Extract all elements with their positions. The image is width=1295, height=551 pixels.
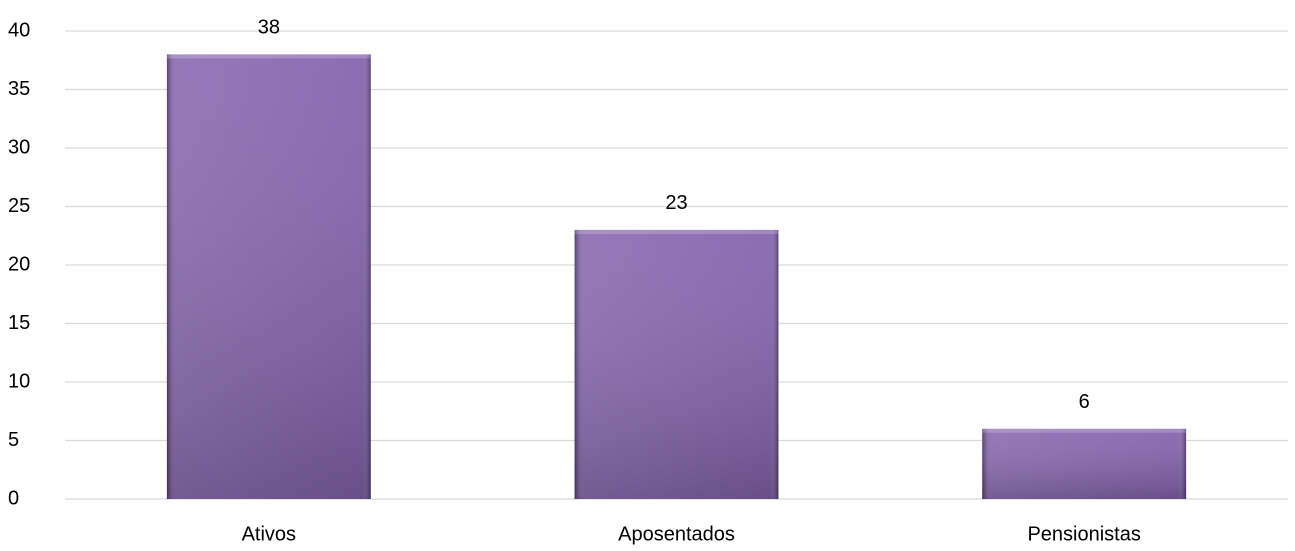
y-tick-label: 5 <box>8 429 19 451</box>
y-tick-label: 35 <box>8 78 30 100</box>
bar-top <box>166 54 371 59</box>
y-tick-label: 25 <box>8 195 30 217</box>
y-tick-label: 10 <box>8 370 30 392</box>
x-tick-label: Aposentados <box>618 523 735 545</box>
y-tick-label: 30 <box>8 136 30 158</box>
bar-bevel <box>574 229 779 499</box>
data-label: 6 <box>1079 391 1090 413</box>
y-tick-label: 40 <box>8 19 30 41</box>
bar-top <box>982 428 1187 433</box>
bar-top <box>574 229 779 234</box>
y-tick-label: 20 <box>8 253 30 275</box>
data-label: 38 <box>258 17 280 39</box>
x-tick-label: Pensionistas <box>1027 523 1140 545</box>
bar-bevel <box>982 428 1187 499</box>
data-label: 23 <box>665 192 687 214</box>
x-tick-label: Ativos <box>242 523 296 545</box>
y-tick-label: 15 <box>8 312 30 334</box>
y-tick-label: 0 <box>8 487 19 509</box>
bar-bevel <box>166 54 371 500</box>
